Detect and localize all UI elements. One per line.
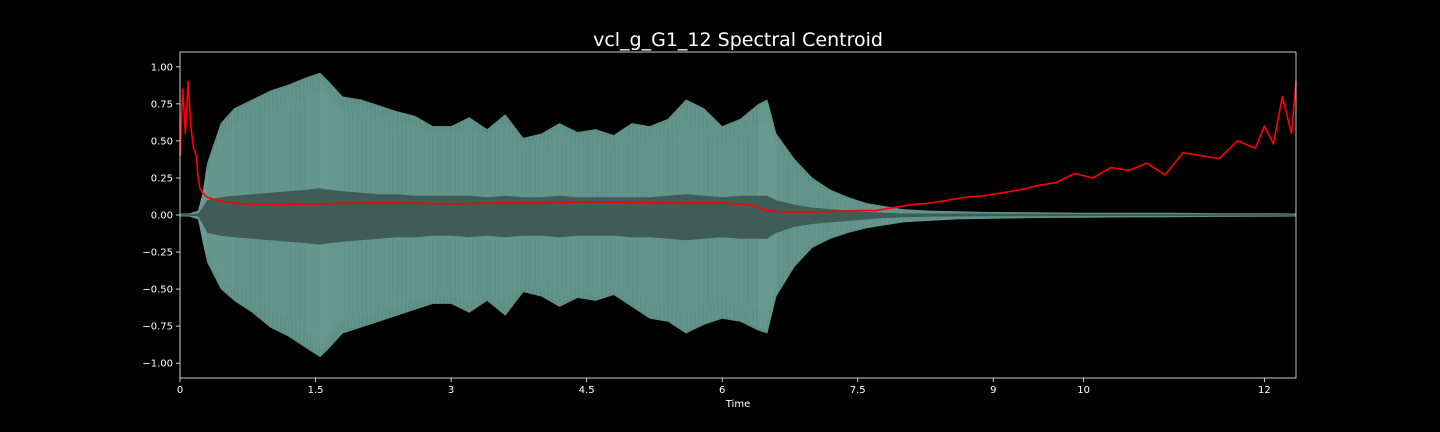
x-tick-label: 12 <box>1258 385 1271 396</box>
waveform-envelope-inner <box>180 188 1296 245</box>
x-tick-label: 6 <box>719 385 725 396</box>
y-tick-label: −0.75 <box>142 322 173 333</box>
y-axis: 1.00 0.75 0.50 0.25 0.00 −0.25 −0.50 −0.75 −1.00 <box>142 62 180 370</box>
y-tick-label: 0.50 <box>151 136 173 147</box>
centroid-line-0 <box>179 80 1297 213</box>
y-tick-label: 1.00 <box>151 62 173 73</box>
x-axis: 0 1.5 3 4.5 6 7.5 9 10 12 <box>177 378 1271 396</box>
y-tick-label: −0.25 <box>142 248 173 259</box>
y-tick-label: 0.75 <box>151 99 173 110</box>
axes-frame <box>179 51 1297 379</box>
y-tick-label: 0.25 <box>151 173 173 184</box>
x-tick-label: 3 <box>448 385 454 396</box>
x-tick-label: 4.5 <box>579 385 595 396</box>
plot-area <box>179 72 1297 358</box>
chart-title: vcl_g_G1_12 Spectral Centroid <box>593 29 883 51</box>
x-tick-label: 0 <box>177 385 183 396</box>
y-tick-label: −1.00 <box>142 359 173 370</box>
y-tick-label: 0.00 <box>151 211 173 222</box>
x-axis-title: Time <box>725 399 750 410</box>
x-tick-label: 1.5 <box>308 385 324 396</box>
x-tick-label: 10 <box>1077 385 1090 396</box>
y-tick-label: −0.50 <box>142 285 173 296</box>
x-tick-label: 9 <box>990 385 996 396</box>
x-tick-label: 7.5 <box>850 385 866 396</box>
